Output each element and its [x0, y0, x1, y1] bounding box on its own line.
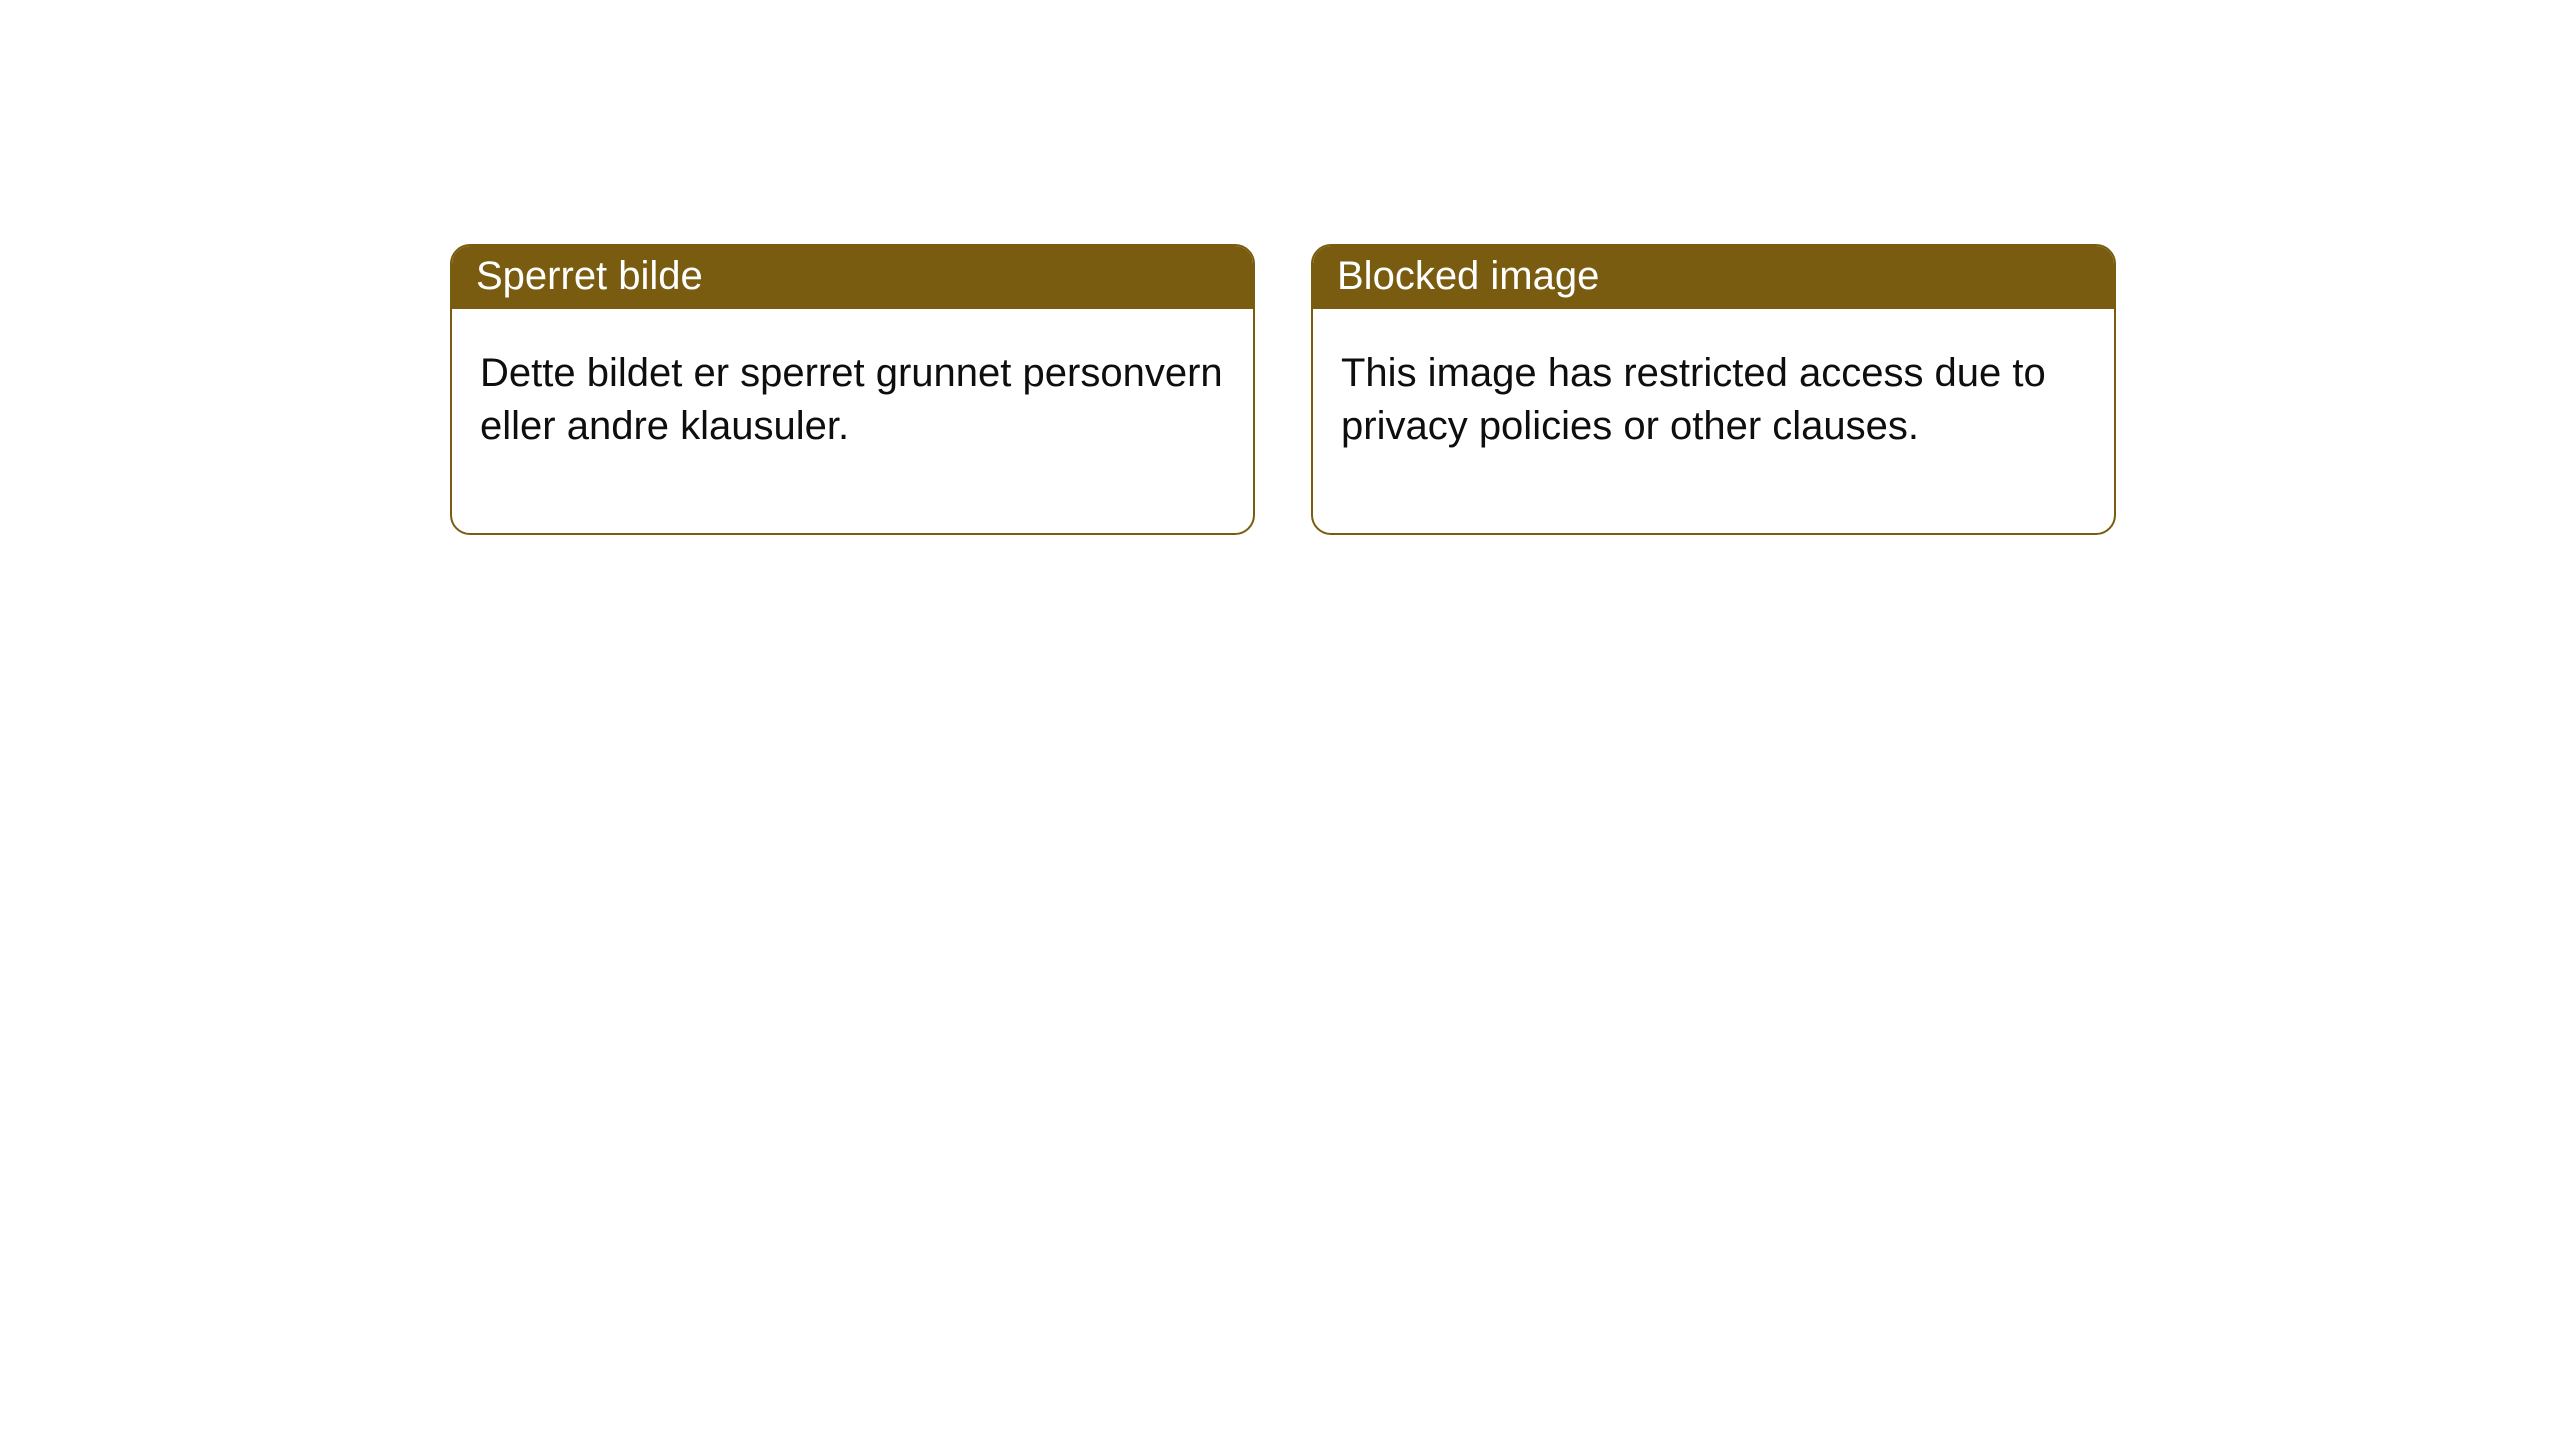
- card-body-no: Dette bildet er sperret grunnet personve…: [452, 309, 1253, 533]
- card-body-en: This image has restricted access due to …: [1313, 309, 2114, 533]
- card-title-no: Sperret bilde: [452, 246, 1253, 309]
- blocked-image-card-en: Blocked image This image has restricted …: [1311, 244, 2116, 535]
- card-title-en: Blocked image: [1313, 246, 2114, 309]
- notice-container: Sperret bilde Dette bildet er sperret gr…: [0, 0, 2560, 535]
- blocked-image-card-no: Sperret bilde Dette bildet er sperret gr…: [450, 244, 1255, 535]
